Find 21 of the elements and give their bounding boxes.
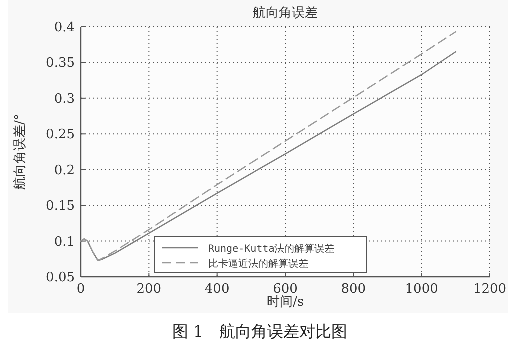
x-tick-label: 200 (136, 282, 162, 297)
y-tick-label: 0.4 (54, 20, 75, 36)
legend-label: Runge-Kutta法的解算误差 (208, 243, 335, 255)
caption: 图 1 航向角误差对比图 (172, 322, 348, 341)
y-tick-label: 0.25 (46, 128, 75, 143)
x-axis-title: 时间/s (266, 295, 304, 310)
x-tick-label: 0 (76, 282, 86, 297)
y-tick-label: 0.05 (46, 270, 75, 286)
y-tick-label: 0.2 (54, 163, 75, 178)
x-tick-label: 800 (341, 282, 366, 297)
legend-label: 比卡逼近法的解算误差 (208, 258, 308, 270)
x-tick-label: 400 (204, 282, 230, 297)
x-tick-label: 600 (273, 282, 298, 297)
y-tick-label: 0.15 (46, 199, 75, 214)
y-axis-title: 航向角误差/° (13, 114, 28, 190)
x-tick-label: 1200 (473, 282, 507, 297)
chart-title: 航向角误差 (253, 6, 318, 21)
y-tick-label: 0.3 (54, 92, 75, 107)
x-tick-label: 1000 (405, 282, 438, 297)
y-tick-label: 0.1 (54, 234, 75, 250)
y-tick-label: 0.35 (46, 56, 75, 72)
